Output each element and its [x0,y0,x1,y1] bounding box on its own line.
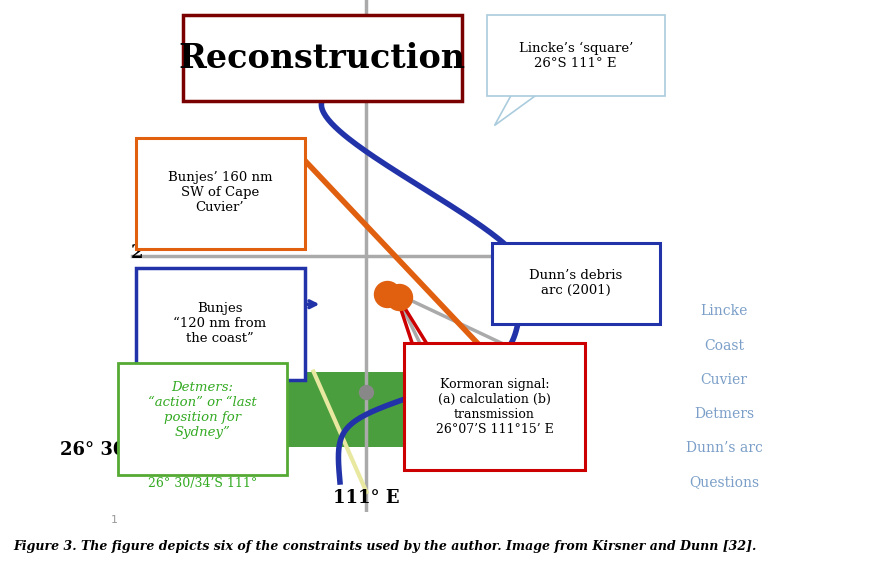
Text: Lincke’s ‘square’
26°S 111° E: Lincke’s ‘square’ 26°S 111° E [518,42,633,71]
Text: Bunjes’ 160 nm
SW of Cape
Cuvier’: Bunjes’ 160 nm SW of Cape Cuvier’ [168,171,272,215]
Text: 26° S: 26° S [561,244,614,262]
Text: Kormoran signal:
(a) calculation (b)
transmission
26°07’S 111°15’ E: Kormoran signal: (a) calculation (b) tra… [435,378,554,436]
Point [359,387,374,396]
FancyBboxPatch shape [183,15,462,101]
Text: 2: 2 [131,244,143,262]
FancyBboxPatch shape [492,243,660,324]
Text: Reconstruction: Reconstruction [178,42,466,75]
FancyBboxPatch shape [278,372,446,447]
Point [392,292,406,302]
FancyBboxPatch shape [136,138,305,249]
Text: Lincke: Lincke [700,304,748,318]
FancyBboxPatch shape [404,344,585,470]
Text: Questions: Questions [689,475,759,489]
Point [380,290,394,299]
Text: 1: 1 [111,515,118,525]
Text: Cuvier: Cuvier [700,373,748,386]
Text: Bunjes
“120 nm from
the coast”: Bunjes “120 nm from the coast” [173,302,267,345]
Text: Dunn’s arc: Dunn’s arc [685,441,763,455]
Polygon shape [494,93,539,126]
FancyBboxPatch shape [118,364,287,475]
FancyBboxPatch shape [136,268,305,380]
Text: Dunn’s debris
arc (2001): Dunn’s debris arc (2001) [529,269,623,297]
FancyBboxPatch shape [487,15,665,96]
Text: Coast: Coast [704,340,744,353]
Text: Detmers:
“action” or “last
position for
Sydney”: Detmers: “action” or “last position for … [147,381,257,439]
Text: 111° E: 111° E [333,489,400,507]
Text: Figure 3. The figure depicts six of the constraints used by the author. Image fr: Figure 3. The figure depicts six of the … [13,540,757,552]
Text: Detmers: Detmers [694,407,754,420]
Text: 26° 30/34’S 111°: 26° 30/34’S 111° [147,477,257,490]
Text: 26° 30′ S: 26° 30′ S [60,441,149,459]
